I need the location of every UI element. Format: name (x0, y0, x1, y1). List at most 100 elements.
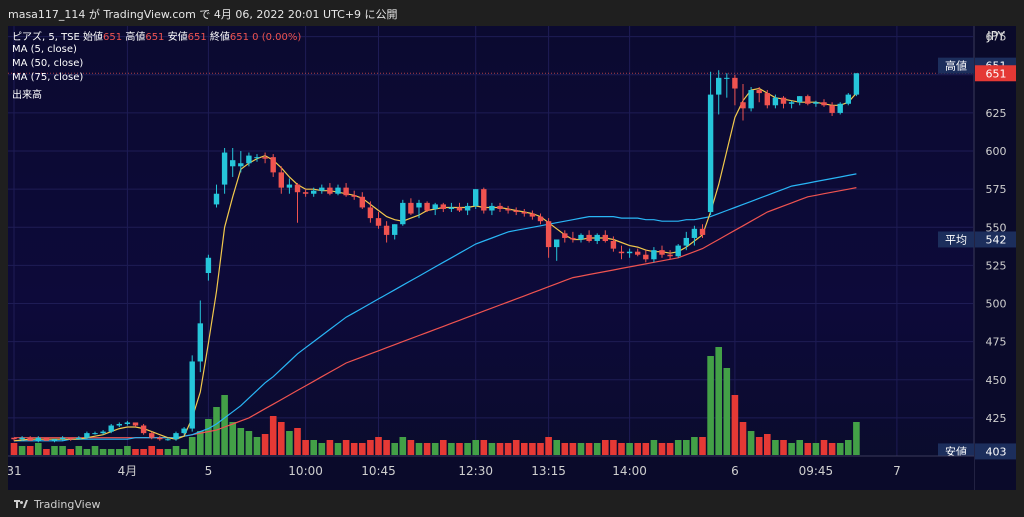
candle-body[interactable] (545, 221, 552, 248)
candle-body[interactable] (197, 323, 203, 362)
candle-body[interactable] (845, 94, 851, 104)
candle-body[interactable] (756, 90, 762, 94)
candle-body[interactable] (11, 437, 17, 440)
candle-body[interactable] (464, 205, 471, 211)
candle-body[interactable] (270, 157, 276, 173)
candle-body[interactable] (481, 189, 487, 211)
candle-body[interactable] (213, 193, 220, 205)
candle-body[interactable] (432, 204, 438, 209)
candle-body[interactable] (675, 245, 681, 257)
candle-body[interactable] (327, 187, 333, 194)
candle-body[interactable] (699, 228, 706, 235)
candle-body[interactable] (230, 160, 236, 167)
candle-body[interactable] (829, 105, 835, 113)
candle-body[interactable] (456, 207, 463, 211)
candle-body[interactable] (683, 237, 689, 246)
candle-body[interactable] (132, 422, 139, 426)
candle-body[interactable] (68, 437, 74, 440)
candle-body[interactable] (797, 96, 803, 103)
candle-body[interactable] (772, 97, 779, 106)
candle-body[interactable] (707, 94, 714, 213)
candle-body[interactable] (837, 103, 843, 113)
candle-body[interactable] (643, 254, 649, 260)
candle-body[interactable] (667, 254, 673, 257)
candle-body[interactable] (586, 234, 592, 241)
candle-body[interactable] (521, 212, 527, 214)
candle-body[interactable] (181, 428, 187, 434)
tradingview-brand[interactable]: TradingView (14, 498, 100, 511)
candle-body[interactable] (35, 437, 41, 441)
candle-body[interactable] (51, 439, 58, 441)
chart-panel[interactable]: JPY675650625600575550525500475450425651高… (8, 26, 1016, 490)
candle-body[interactable] (821, 102, 827, 106)
candle-body[interactable] (157, 437, 163, 440)
candle-body[interactable] (383, 225, 390, 235)
candle-body[interactable] (448, 207, 455, 209)
candle-body[interactable] (149, 433, 155, 438)
candle-body[interactable] (278, 172, 284, 188)
candle-body[interactable] (59, 437, 66, 440)
candle-body[interactable] (416, 202, 422, 208)
legend-ma75[interactable]: MA (75, close) (12, 72, 84, 83)
candle-body[interactable] (788, 102, 795, 104)
candle-body[interactable] (189, 361, 195, 429)
candle-body[interactable] (319, 187, 325, 191)
candle-body[interactable] (375, 218, 382, 226)
candle-body[interactable] (529, 213, 536, 217)
candle-body[interactable] (27, 437, 33, 441)
candle-body[interactable] (76, 437, 82, 440)
candle-body[interactable] (92, 433, 98, 435)
candle-body[interactable] (570, 237, 576, 240)
candle-body[interactable] (367, 207, 374, 219)
candle-body[interactable] (392, 224, 398, 235)
candle-body[interactable] (408, 202, 414, 214)
candle-body[interactable] (764, 93, 770, 106)
candle-body[interactable] (732, 77, 738, 89)
legend-ma50[interactable]: MA (50, close) (12, 58, 84, 69)
candle-body[interactable] (813, 102, 819, 104)
candle-body[interactable] (84, 433, 90, 438)
candle-body[interactable] (116, 423, 122, 426)
candle-body[interactable] (489, 205, 495, 211)
candle-body[interactable] (651, 250, 657, 260)
candle-body[interactable] (262, 157, 268, 159)
candle-body[interactable] (513, 210, 519, 213)
candle-body[interactable] (505, 208, 511, 211)
candle-body[interactable] (562, 233, 568, 238)
candle-body[interactable] (594, 234, 600, 241)
candle-body[interactable] (554, 239, 560, 248)
candle-body[interactable] (716, 77, 722, 95)
candle-body[interactable] (805, 96, 811, 104)
candle-body[interactable] (246, 155, 252, 164)
candle-body[interactable] (497, 205, 503, 209)
candle-body[interactable] (400, 202, 406, 225)
candle-body[interactable] (853, 73, 860, 95)
candle-body[interactable] (473, 189, 479, 206)
candle-body[interactable] (124, 422, 131, 424)
candle-body[interactable] (140, 425, 147, 434)
candle-body[interactable] (335, 187, 341, 194)
candle-body[interactable] (254, 157, 260, 159)
candle-body[interactable] (780, 97, 787, 104)
candle-body[interactable] (691, 228, 698, 238)
candle-body[interactable] (618, 251, 625, 254)
candle-body[interactable] (205, 257, 212, 274)
candle-body[interactable] (351, 195, 357, 197)
candle-body[interactable] (359, 196, 365, 208)
candle-body[interactable] (740, 102, 746, 109)
candle-body[interactable] (440, 204, 446, 209)
candle-body[interactable] (302, 192, 309, 194)
candle-body[interactable] (424, 202, 430, 211)
candle-body[interactable] (626, 251, 633, 254)
candle-body[interactable] (19, 437, 25, 440)
candle-body[interactable] (343, 187, 349, 196)
price-chart[interactable]: JPY675650625600575550525500475450425651高… (8, 26, 1016, 490)
candle-body[interactable] (43, 437, 50, 441)
candle-body[interactable] (578, 234, 584, 240)
candle-body[interactable] (173, 433, 179, 440)
candle-body[interactable] (100, 431, 106, 434)
candle-body[interactable] (165, 439, 171, 441)
legend-ma5[interactable]: MA (5, close) (12, 44, 77, 55)
candle-body[interactable] (108, 425, 114, 432)
candle-body[interactable] (311, 190, 317, 194)
